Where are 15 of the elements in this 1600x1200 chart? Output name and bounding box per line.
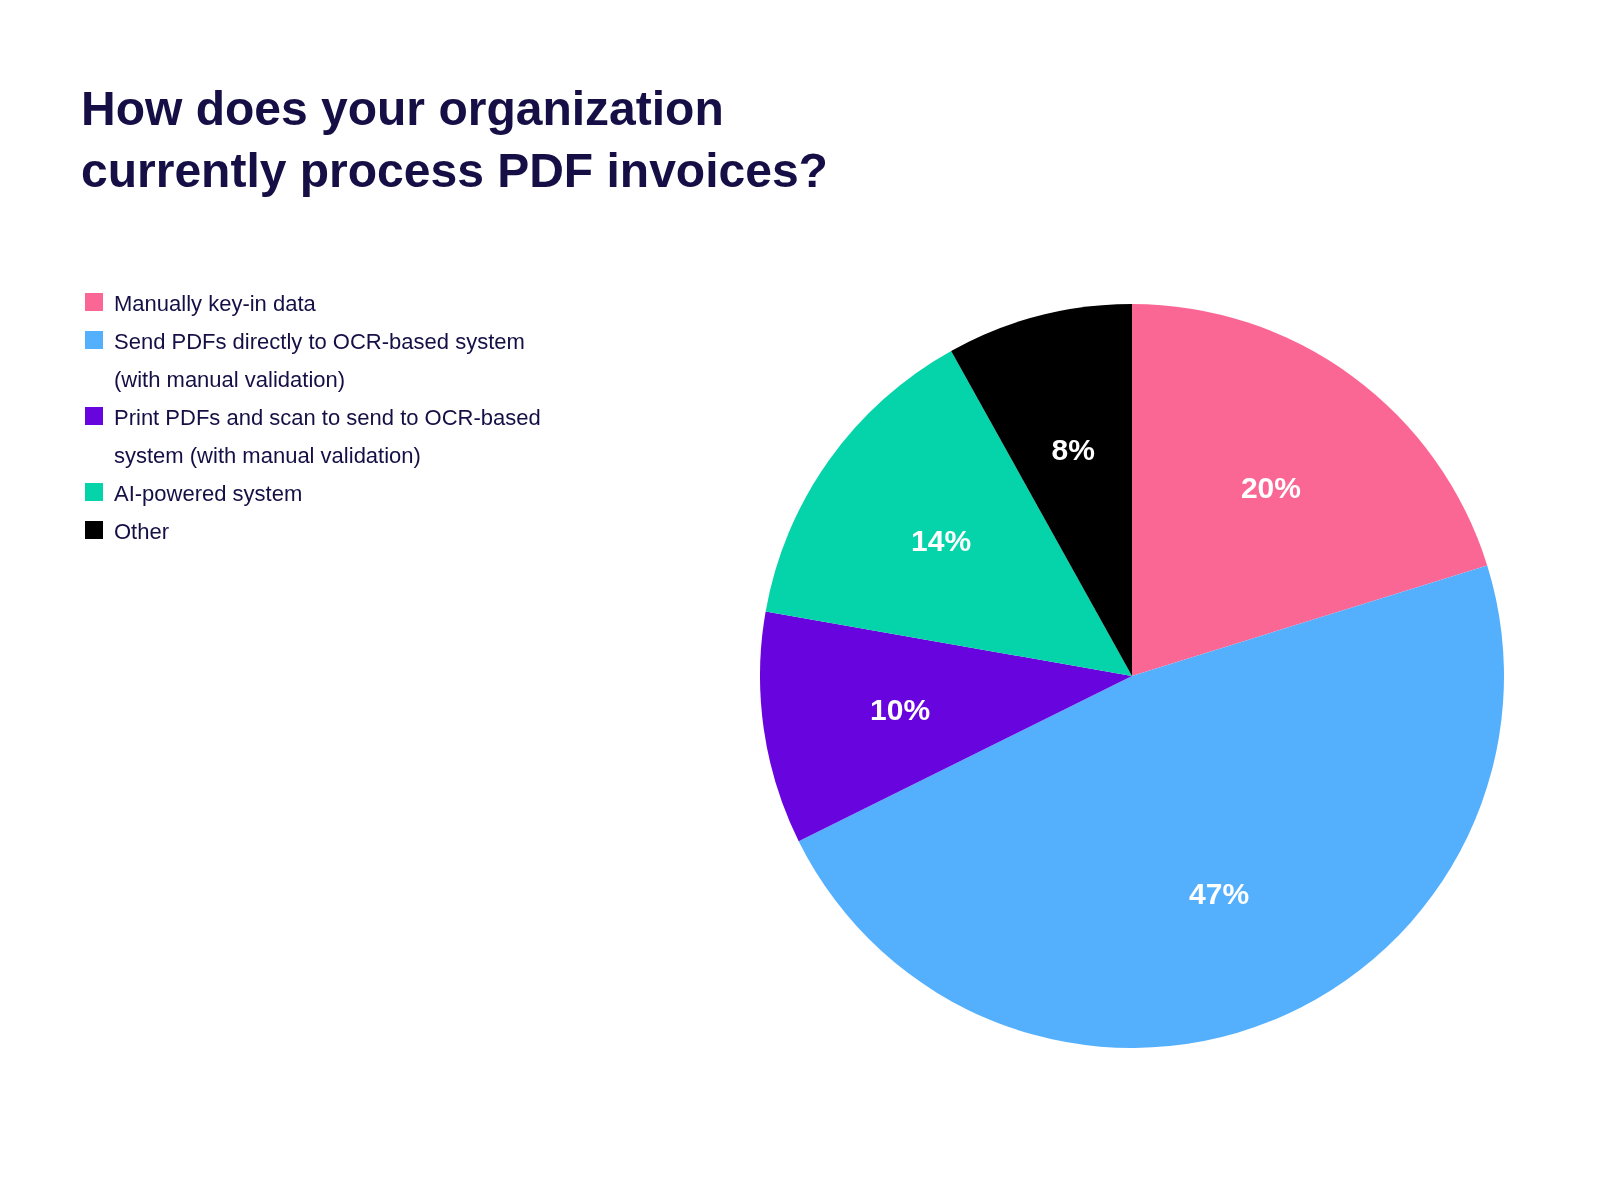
legend-label: Other xyxy=(114,518,170,544)
legend-label: Send PDFs directly to OCR-based system (with manual validation) xyxy=(114,328,525,392)
legend-label: AI-powered system xyxy=(114,480,303,506)
data-label: 47% xyxy=(1189,877,1250,911)
pie-slice xyxy=(1132,304,1488,676)
legend-label: Print PDFs and scan to send to OCR-based system (with manual validation) xyxy=(114,404,541,468)
pie-slice xyxy=(760,611,1132,842)
data-label: 8% xyxy=(1051,432,1095,466)
chart-title: How does your organization currently process PDF invoices? xyxy=(81,82,828,197)
legend-label: Manually key-in data xyxy=(114,290,317,316)
pie-slice xyxy=(798,565,1504,1048)
data-label: 14% xyxy=(911,523,972,557)
data-label: 20% xyxy=(1240,470,1301,504)
pie-slice xyxy=(765,350,1132,676)
data-label: 10% xyxy=(870,692,931,726)
